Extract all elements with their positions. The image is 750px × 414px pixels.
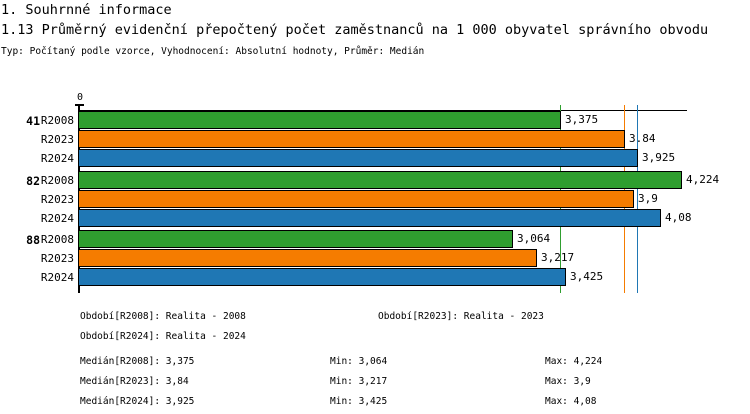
legend-period-r2023: Období[R2023]: Realita - 2023 xyxy=(378,311,544,322)
bar-chart: 0 41 82 88 R2008 R2023 R2024 R2008 R2023… xyxy=(0,90,750,305)
chart-subtitle: Typ: Počítaný podle vzorce, Vyhodnocení:… xyxy=(1,46,425,57)
table-row[interactable] xyxy=(78,268,566,286)
page-title: 1.13 Průměrný evidenční přepočtený počet… xyxy=(1,22,709,38)
table-row[interactable] xyxy=(78,190,634,208)
bar-value-88-r2023: 3,217 xyxy=(541,251,575,264)
section-heading: 1. Souhrnné informace xyxy=(1,2,172,18)
table-row[interactable] xyxy=(78,230,513,248)
legend-min-r2024: Min: 3,425 xyxy=(330,396,388,407)
table-row[interactable] xyxy=(78,149,638,167)
table-row[interactable] xyxy=(78,209,661,227)
table-row[interactable] xyxy=(78,130,625,148)
series-label-88-r2023: R2023 xyxy=(40,252,74,265)
series-label-41-r2024: R2024 xyxy=(40,152,74,165)
table-row[interactable] xyxy=(78,249,537,267)
bar-value-82-r2008: 4,224 xyxy=(686,173,720,186)
legend-min-r2008: Min: 3,064 xyxy=(330,356,388,367)
plot-area: 0 41 82 88 R2008 R2023 R2024 R2008 R2023… xyxy=(0,90,750,305)
group-label-41: 41 xyxy=(26,114,40,128)
x-axis-tick-0 xyxy=(75,104,84,106)
legend-median-r2008: Medián[R2008]: 3,375 xyxy=(80,356,195,367)
series-label-82-r2024: R2024 xyxy=(40,212,74,225)
group-label-88: 88 xyxy=(26,233,40,247)
legend-median-r2023: Medián[R2023]: 3,84 xyxy=(80,376,189,387)
bar-value-82-r2024: 4,08 xyxy=(665,211,692,224)
legend-median-r2024: Medián[R2024]: 3,925 xyxy=(80,396,195,407)
legend-min-r2023: Min: 3,217 xyxy=(330,376,388,387)
bar-value-88-r2024: 3,425 xyxy=(570,270,604,283)
bar-value-41-r2008: 3,375 xyxy=(565,113,599,126)
series-label-82-r2008: R2008 xyxy=(40,174,74,187)
legend-max-r2023: Max: 3,9 xyxy=(545,376,591,387)
median-line-r2024 xyxy=(637,105,638,293)
bar-value-88-r2008: 3,064 xyxy=(517,232,551,245)
series-label-82-r2023: R2023 xyxy=(40,193,74,206)
legend-period-r2008: Období[R2008]: Realita - 2008 xyxy=(80,311,246,322)
series-label-88-r2008: R2008 xyxy=(40,233,74,246)
series-label-88-r2024: R2024 xyxy=(40,271,74,284)
bar-value-41-r2024: 3,925 xyxy=(642,151,676,164)
legend-max-r2008: Max: 4,224 xyxy=(545,356,603,367)
table-row[interactable] xyxy=(78,171,682,189)
legend-period-r2024: Období[R2024]: Realita - 2024 xyxy=(80,331,246,342)
series-label-41-r2008: R2008 xyxy=(40,114,74,127)
chart-legend: Období[R2008]: Realita - 2008 Období[R20… xyxy=(0,305,750,414)
header-block: 1. Souhrnné informace 1.13 Průměrný evid… xyxy=(0,0,750,59)
bar-value-41-r2023: 3.84 xyxy=(629,132,656,145)
x-axis-tick-label-0: 0 xyxy=(76,92,84,103)
legend-max-r2024: Max: 4,08 xyxy=(545,396,597,407)
series-label-41-r2023: R2023 xyxy=(40,133,74,146)
table-row[interactable] xyxy=(78,111,561,129)
group-label-82: 82 xyxy=(26,174,40,188)
plot-top-rule xyxy=(78,110,687,111)
bar-value-82-r2023: 3,9 xyxy=(638,192,658,205)
